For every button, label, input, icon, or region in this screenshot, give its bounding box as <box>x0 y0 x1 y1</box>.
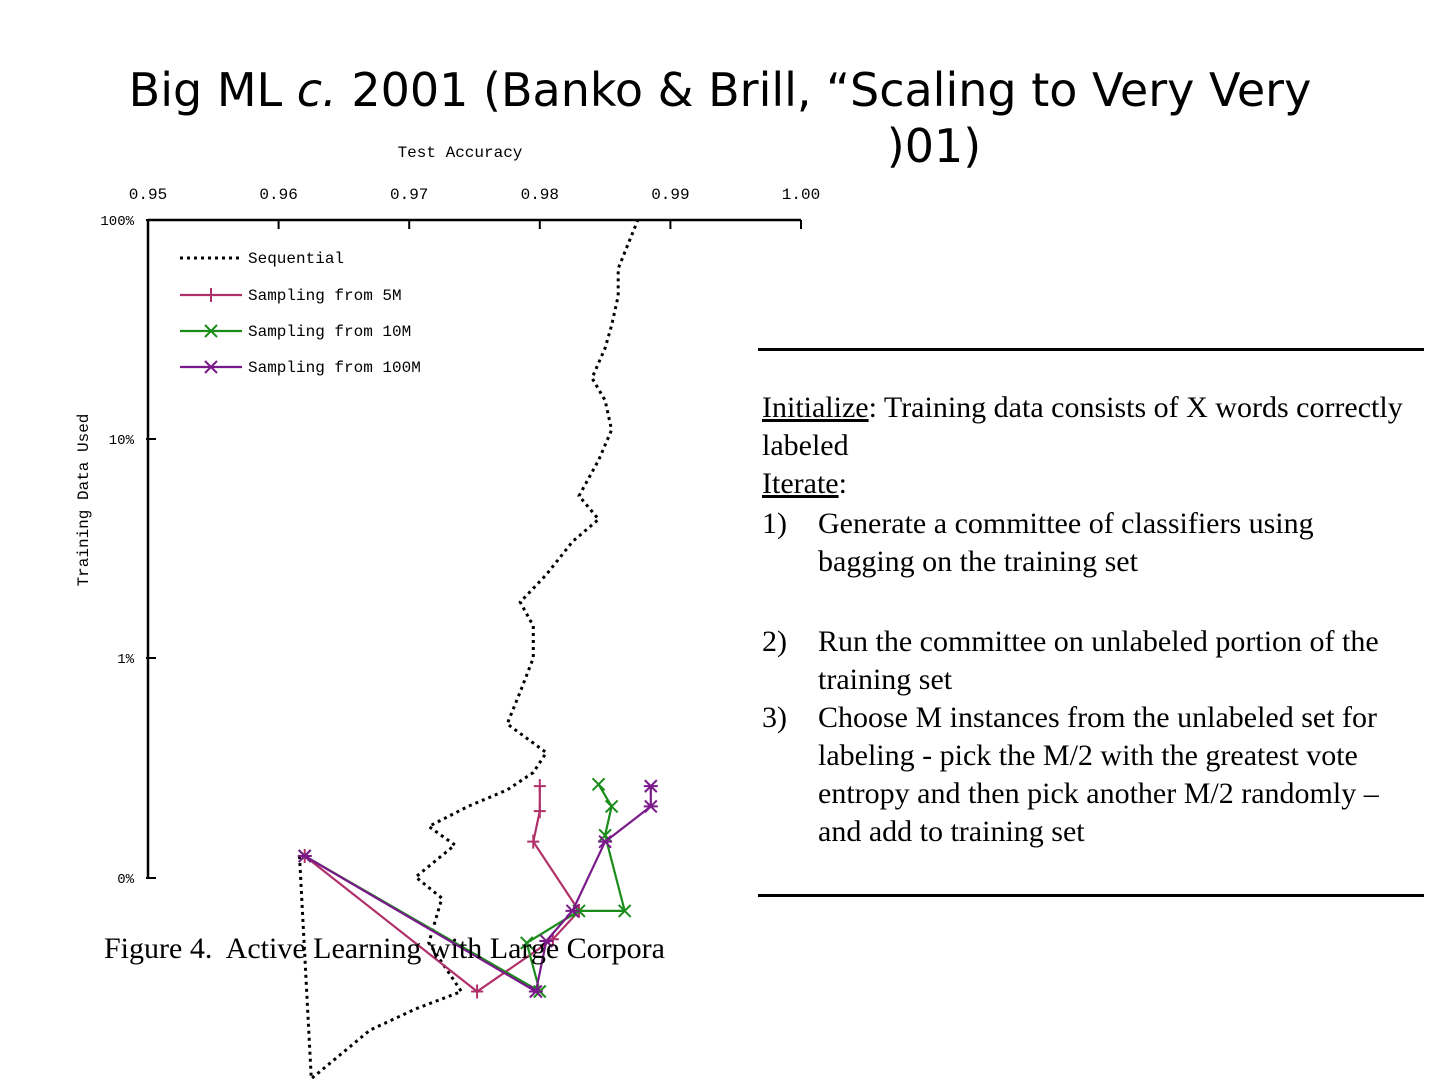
initialize-text: : Training data consists of X words corr… <box>762 391 1403 462</box>
legend-label: Sequential <box>248 250 344 268</box>
initialize-label: Initialize <box>762 391 869 424</box>
step-number: 1) <box>762 507 787 540</box>
legend-label: Sampling from 5M <box>248 287 402 305</box>
series-line <box>298 219 640 1080</box>
y-axis-title: Training Data Used <box>75 414 93 587</box>
star-marker <box>565 904 580 918</box>
x-marker <box>604 799 619 814</box>
iterate-colon: : <box>838 467 847 500</box>
series-layer <box>297 219 658 1080</box>
figure-caption: Figure 4. Active Learning with Large Cor… <box>104 932 665 965</box>
x-tick-label: 0.99 <box>651 186 689 204</box>
star-marker <box>598 834 613 849</box>
step-number: 2) <box>762 625 787 658</box>
star-marker <box>528 984 543 999</box>
chart-legend: Sequential Sampling from 5M Sampling from … <box>180 250 421 377</box>
slide-title-line2: )01) <box>886 119 982 173</box>
star-marker <box>297 849 312 863</box>
initialize-block: Initialize: Training data consists of X … <box>762 389 1424 503</box>
y-tick-label: 10% <box>109 433 135 449</box>
y-tick-label: 100% <box>100 214 134 230</box>
slide-title-line1: Big ML c. 2001 (Banko & Brill, “Scaling … <box>0 62 1440 118</box>
step-text: Choose M instances from the unlabeled se… <box>818 701 1379 848</box>
legend-label: Sampling from 100M <box>248 359 421 377</box>
algorithm-box: Initialize: Training data consists of X … <box>758 348 1424 897</box>
star-marker <box>643 779 658 793</box>
legend-label: Sampling from 10M <box>248 323 411 341</box>
x-marker <box>204 324 218 338</box>
chart-axes: 0.95 0.96 0.97 0.98 0.99 1.00 100% 10% 1% 0% <box>100 186 820 888</box>
star-marker <box>539 934 554 948</box>
plus-marker <box>205 288 217 302</box>
iterate-label: Iterate <box>762 467 839 500</box>
x-marker <box>591 777 606 792</box>
x-axis-title: Test Accuracy <box>398 144 523 162</box>
step-number: 3) <box>762 701 787 734</box>
plus-marker <box>471 984 484 999</box>
plus-marker <box>533 779 546 794</box>
x-tick-label: 0.98 <box>521 186 559 204</box>
series-sequential <box>298 219 640 1080</box>
star-marker <box>643 799 658 814</box>
plus-marker <box>533 804 546 819</box>
series-sampling-from-100m <box>297 779 658 999</box>
x-tick-label: 0.97 <box>390 186 428 204</box>
step-text: Run the committee on unlabeled portion o… <box>818 625 1379 696</box>
y-tick-label: 0% <box>117 872 134 888</box>
star-marker <box>204 360 218 374</box>
slide-title: Big ML c. 2001 (Banko & Brill, “Scaling … <box>0 62 1440 174</box>
x-marker <box>617 904 632 918</box>
title-pre: Big ML <box>128 63 297 117</box>
x-marker <box>520 936 534 950</box>
x-tick-label: 0.95 <box>129 186 167 204</box>
x-tick-label: 0.96 <box>259 186 297 204</box>
plus-marker <box>527 834 540 849</box>
title-em: c. <box>296 63 337 117</box>
y-tick-label: 1% <box>117 652 134 668</box>
x-tick-label: 1.00 <box>782 186 820 204</box>
step-text: Generate a committee of classifiers usin… <box>818 507 1314 578</box>
title-post: 2001 (Banko & Brill, “Scaling to Very Ve… <box>336 63 1312 117</box>
